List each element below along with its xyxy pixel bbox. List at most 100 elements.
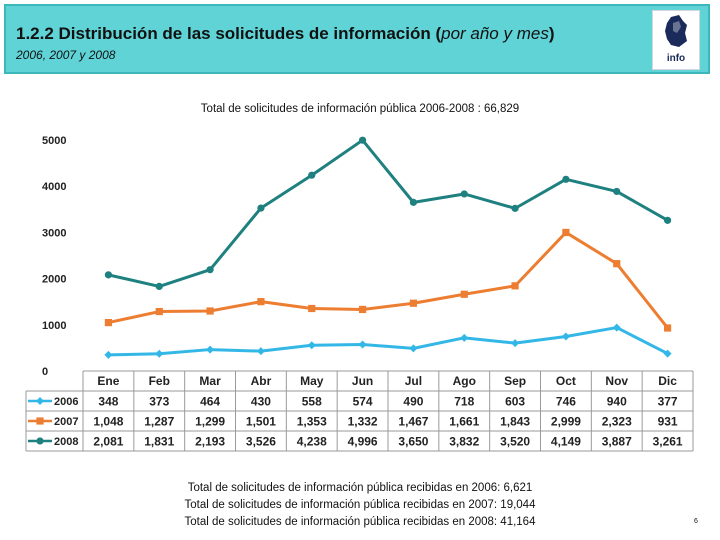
marker-circle bbox=[155, 282, 163, 291]
data-label-2007: 2,999 bbox=[551, 415, 581, 429]
data-label-2008: 3,832 bbox=[449, 435, 479, 449]
data-label-2007: 2,323 bbox=[602, 415, 632, 429]
data-label-2008: 3,261 bbox=[653, 435, 683, 449]
data-label-2008: 3,650 bbox=[398, 435, 428, 449]
marker-square bbox=[409, 299, 418, 307]
x-category-label: Jun bbox=[352, 374, 373, 388]
data-label-2006: 377 bbox=[658, 395, 678, 409]
marker-diamond bbox=[409, 344, 418, 353]
data-label-2007: 1,843 bbox=[500, 415, 530, 429]
data-label-2006: 574 bbox=[353, 395, 373, 409]
marker-diamond bbox=[206, 345, 215, 354]
title-prefix: 1.2.2 Distribución de las solicitudes de… bbox=[16, 24, 442, 43]
data-label-2008: 2,193 bbox=[195, 435, 225, 449]
y-tick-label: 0 bbox=[42, 366, 48, 378]
footer-line: Total de solicitudes de información públ… bbox=[184, 516, 536, 528]
x-category-label: May bbox=[300, 374, 324, 388]
series-line-2007 bbox=[108, 230, 669, 329]
legend-key-2007 bbox=[28, 417, 52, 425]
data-label-2006: 746 bbox=[556, 395, 576, 409]
marker-diamond bbox=[511, 339, 520, 348]
data-label-2008: 4,996 bbox=[348, 435, 378, 449]
data-label-2007: 1,048 bbox=[93, 415, 123, 429]
y-tick-label: 2000 bbox=[42, 274, 66, 286]
data-label-2008: 3,526 bbox=[246, 435, 276, 449]
x-category-label: Mar bbox=[199, 374, 221, 388]
marker-diamond bbox=[256, 347, 265, 356]
y-tick-label: 1000 bbox=[42, 320, 66, 332]
title-italic: por año y mes bbox=[441, 24, 549, 43]
marker-diamond bbox=[36, 397, 44, 405]
marker-square bbox=[36, 417, 44, 425]
x-category-label: Dic bbox=[658, 374, 677, 388]
header-banner: 1.2.2 Distribución de las solicitudes de… bbox=[4, 4, 710, 74]
data-label-2007: 1,332 bbox=[348, 415, 378, 429]
marker-circle bbox=[409, 198, 418, 206]
marker-circle bbox=[257, 204, 265, 212]
marker-diamond bbox=[104, 350, 113, 359]
x-category-label: Sep bbox=[504, 374, 526, 388]
page-subtitle: 2006, 2007 y 2008 bbox=[16, 48, 116, 62]
data-label-2006: 558 bbox=[302, 395, 322, 409]
marker-square bbox=[562, 228, 570, 237]
marker-circle bbox=[511, 204, 519, 212]
data-label-2006: 718 bbox=[454, 395, 474, 409]
marker-square bbox=[104, 318, 113, 327]
series-line-2008 bbox=[108, 138, 669, 288]
marker-square bbox=[613, 260, 621, 268]
infodf-logo: info bbox=[652, 10, 700, 70]
data-label-2008: 3,520 bbox=[500, 435, 530, 449]
footer-line: Total de solicitudes de información públ… bbox=[184, 499, 536, 511]
marker-diamond bbox=[307, 341, 316, 350]
logo-emblem-icon bbox=[665, 15, 687, 47]
page-number: 6 bbox=[694, 518, 698, 525]
series-line-2006 bbox=[108, 326, 669, 357]
series-2008 bbox=[104, 136, 672, 291]
data-label-2007: 1,353 bbox=[297, 415, 327, 429]
marker-circle bbox=[358, 136, 367, 144]
marker-square bbox=[308, 304, 316, 313]
series-2007 bbox=[104, 228, 672, 332]
x-category-label: Jul bbox=[405, 374, 422, 388]
data-label-2006: 373 bbox=[149, 395, 169, 409]
marker-diamond bbox=[460, 333, 469, 342]
marker-square bbox=[663, 324, 672, 332]
y-tick-label: 5000 bbox=[42, 135, 66, 147]
marker-diamond bbox=[612, 323, 621, 332]
x-category-label: Abr bbox=[251, 374, 272, 388]
marker-square bbox=[511, 282, 519, 290]
legend-key-2006 bbox=[28, 397, 52, 405]
data-label-2008: 4,149 bbox=[551, 435, 581, 449]
data-label-2008: 1,831 bbox=[144, 435, 174, 449]
marker-square bbox=[155, 307, 163, 316]
data-label-2007: 1,287 bbox=[144, 415, 174, 429]
data-label-2007: 1,467 bbox=[398, 415, 428, 429]
y-tick-label: 4000 bbox=[42, 181, 66, 193]
marker-diamond bbox=[155, 349, 164, 358]
marker-square bbox=[206, 307, 214, 315]
data-label-2006: 603 bbox=[505, 395, 525, 409]
series-name-label: 2008 bbox=[54, 436, 78, 448]
data-label-2007: 1,501 bbox=[246, 415, 276, 429]
data-label-2007: 931 bbox=[658, 415, 678, 429]
logo-text: info bbox=[666, 53, 686, 64]
legend-key-2008 bbox=[28, 437, 52, 445]
marker-square bbox=[460, 290, 468, 298]
marker-diamond bbox=[663, 349, 672, 358]
marker-circle bbox=[308, 171, 316, 179]
footer-line: Total de solicitudes de información públ… bbox=[187, 482, 533, 494]
marker-diamond bbox=[561, 332, 570, 341]
marker-square bbox=[257, 298, 265, 306]
title-suffix: ) bbox=[548, 24, 555, 43]
marker-circle bbox=[562, 175, 570, 183]
marker-circle bbox=[206, 266, 214, 274]
x-category-label: Ago bbox=[453, 374, 476, 388]
data-label-2006: 464 bbox=[200, 395, 220, 409]
series-name-label: 2006 bbox=[54, 396, 78, 408]
marker-circle bbox=[36, 437, 44, 445]
marker-circle bbox=[460, 190, 468, 198]
data-label-2008: 2,081 bbox=[93, 435, 123, 449]
marker-square bbox=[358, 305, 367, 314]
marker-circle bbox=[613, 187, 621, 196]
